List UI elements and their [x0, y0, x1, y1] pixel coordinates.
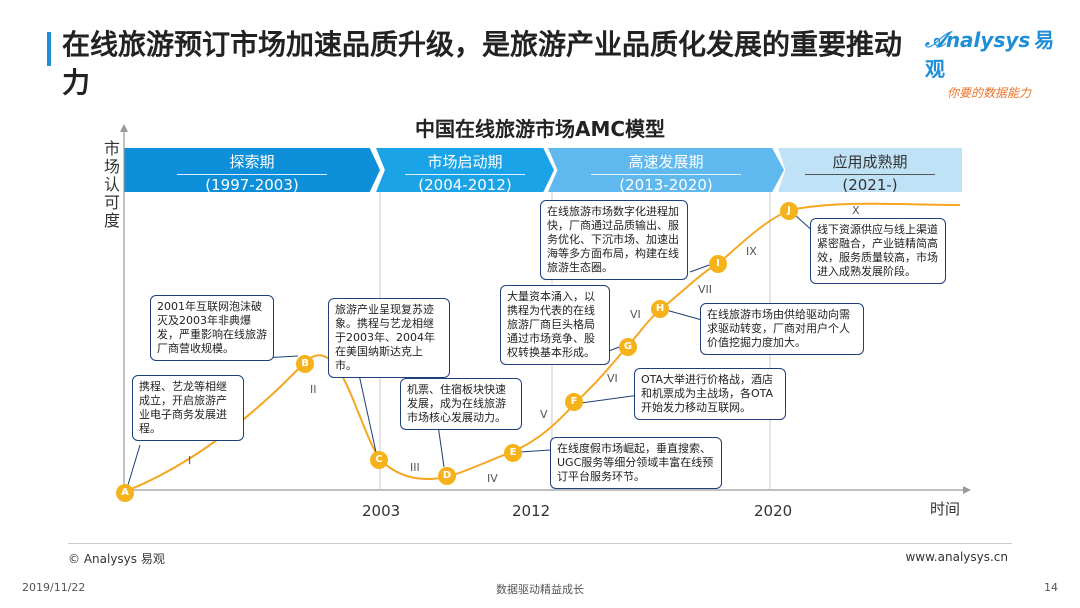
x-axis-label: 时间 [930, 500, 961, 518]
callout-c: 旅游产业呈现复苏迹象。携程与艺龙相继于2003年、2004年在美国纳斯达克上市。 [328, 298, 450, 378]
pointer-a [127, 444, 141, 486]
phase-exploration: 探索期 (1997-2003) [124, 148, 380, 192]
phase-divider [177, 174, 327, 175]
page-title: 在线旅游预订市场加速品质升级，是旅游产业品质化发展的重要推动力 [62, 28, 903, 99]
year-label-2003: 2003 [362, 502, 401, 520]
marker-d: D [438, 467, 456, 485]
phase-divider [591, 174, 741, 175]
footer-website[interactable]: www.analysys.cn [905, 550, 1008, 564]
pointer-h [665, 309, 703, 321]
footer-divider [68, 543, 1012, 544]
logo-text: nalysys [945, 28, 1031, 52]
year-label-2020: 2020 [754, 502, 793, 520]
pointer-e [519, 449, 551, 453]
stage-label: IV [487, 472, 498, 485]
stage-label: VII [698, 283, 713, 296]
year-label-2012: 2012 [512, 502, 551, 520]
phase-growth: 高速发展期 (2013-2020) [548, 148, 784, 192]
stage-label: X [852, 204, 860, 217]
phase-years: (2013-2020) [619, 176, 713, 194]
x-axis-arrow [963, 486, 971, 494]
footer-copyright: © Analysys 易观 [68, 552, 165, 566]
pointer-c [357, 369, 377, 453]
logo-a-mark: 𝒜 [925, 28, 946, 53]
callout-i: 在线旅游市场数字化进程加快，厂商通过品质输出、服务优化、下沉市场、加速出海等多方… [540, 200, 688, 280]
marker-f: F [565, 393, 583, 411]
marker-e: E [504, 444, 522, 462]
logo-slogan: 你要的数据能力 [947, 86, 1032, 100]
stage-label: III [410, 461, 420, 474]
marker-j: J [780, 202, 798, 220]
pointer-i [689, 263, 713, 273]
phase-mature: 应用成熟期 (2021-) [778, 148, 962, 192]
callout-h: 在线旅游市场由供给驱动向需求驱动转变，厂商对用户个人价值挖掘力度加大。 [700, 303, 864, 355]
phase-years: (1997-2003) [205, 176, 299, 194]
y-axis-arrow [120, 124, 128, 132]
phase-divider [805, 174, 935, 175]
page-number: 14 [1044, 581, 1058, 594]
logo-cn: 易观 [925, 28, 1055, 81]
phase-years: (2004-2012) [418, 176, 512, 194]
stage-label: VI [607, 372, 618, 385]
pointer-d [437, 424, 445, 468]
marker-g: G [619, 338, 637, 356]
marker-i: I [709, 255, 727, 273]
title-accent-bar [47, 32, 51, 66]
amc-curve [123, 202, 961, 493]
marker-h: H [651, 300, 669, 318]
phase-launch: 市场启动期 (2004-2012) [376, 148, 554, 192]
callout-b: 2001年互联网泡沫破灭及2003年非典爆发，严重影响在线旅游厂商营收规模。 [150, 295, 274, 361]
callout-d: 机票、住宿板块快速发展，成为在线旅游市场核心发展动力。 [400, 378, 522, 430]
phase-name: 高速发展期 [628, 153, 704, 171]
slide-tagline: 数据驱动精益成长 [496, 583, 584, 596]
phase-divider [405, 174, 525, 175]
marker-c: C [370, 451, 388, 469]
slide-date: 2019/11/22 [22, 581, 86, 594]
callout-e: 在线度假市场崛起，垂直搜索、UGC服务等细分领域丰富在线预订平台服务环节。 [550, 437, 722, 489]
stage-label: I [188, 454, 192, 467]
callout-j: 线下资源供应与线上渠道紧密融合，产业链精简高效，服务质量较高，市场进入成熟发展阶… [810, 218, 946, 284]
pointer-f [580, 394, 641, 404]
diagram-title: 中国在线旅游市场AMC模型 [414, 117, 666, 141]
brand-logo: 𝒜nalysys 易观 你要的数据能力 [925, 24, 1065, 100]
stage-label: II [310, 383, 317, 396]
marker-a: A [116, 484, 134, 502]
stage-label: VI [630, 308, 641, 321]
phase-name: 市场启动期 [427, 153, 503, 171]
marker-b: B [296, 355, 314, 373]
callout-g: 大量资本涌入，以携程为代表的在线旅游厂商巨头格局通过市场竞争、股权转换基本形成。 [500, 285, 610, 365]
phase-name: 探索期 [229, 153, 275, 171]
callout-a: 携程、艺龙等相继成立，开启旅游产业电子商务发展进程。 [132, 375, 244, 441]
y-axis-label: 市场认可度 [104, 139, 121, 230]
phase-years: (2021-) [842, 176, 898, 194]
stage-label: V [540, 408, 548, 421]
phase-name: 应用成熟期 [832, 153, 908, 171]
callout-f: OTA大举进行价格战，酒店和机票成为主战场，各OTA开始发力移动互联网。 [634, 368, 786, 420]
stage-label: IX [746, 245, 757, 258]
